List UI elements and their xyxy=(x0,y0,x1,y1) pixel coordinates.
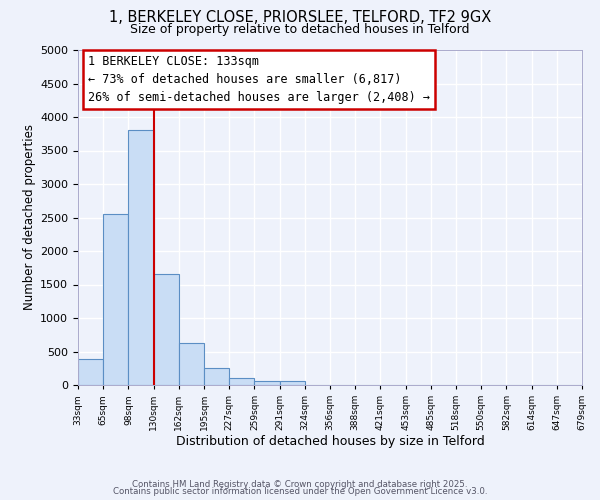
Bar xyxy=(280,382,305,385)
Bar xyxy=(204,368,229,385)
Text: 1 BERKELEY CLOSE: 133sqm
← 73% of detached houses are smaller (6,817)
26% of sem: 1 BERKELEY CLOSE: 133sqm ← 73% of detach… xyxy=(88,55,430,104)
Bar xyxy=(154,274,179,385)
Bar xyxy=(179,343,204,385)
Bar xyxy=(229,378,254,385)
Text: Size of property relative to detached houses in Telford: Size of property relative to detached ho… xyxy=(130,22,470,36)
Y-axis label: Number of detached properties: Number of detached properties xyxy=(23,124,36,310)
Text: Contains public sector information licensed under the Open Government Licence v3: Contains public sector information licen… xyxy=(113,488,487,496)
Text: Contains HM Land Registry data © Crown copyright and database right 2025.: Contains HM Land Registry data © Crown c… xyxy=(132,480,468,489)
Bar xyxy=(128,130,154,385)
Bar xyxy=(103,214,128,385)
X-axis label: Distribution of detached houses by size in Telford: Distribution of detached houses by size … xyxy=(176,434,484,448)
Text: 1, BERKELEY CLOSE, PRIORSLEE, TELFORD, TF2 9GX: 1, BERKELEY CLOSE, PRIORSLEE, TELFORD, T… xyxy=(109,10,491,25)
Bar xyxy=(254,382,280,385)
Bar xyxy=(78,359,103,385)
